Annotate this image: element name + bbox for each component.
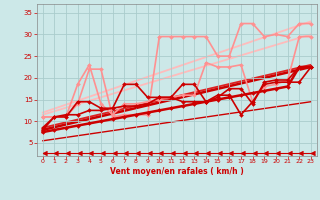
X-axis label: Vent moyen/en rafales ( km/h ): Vent moyen/en rafales ( km/h ): [110, 167, 244, 176]
